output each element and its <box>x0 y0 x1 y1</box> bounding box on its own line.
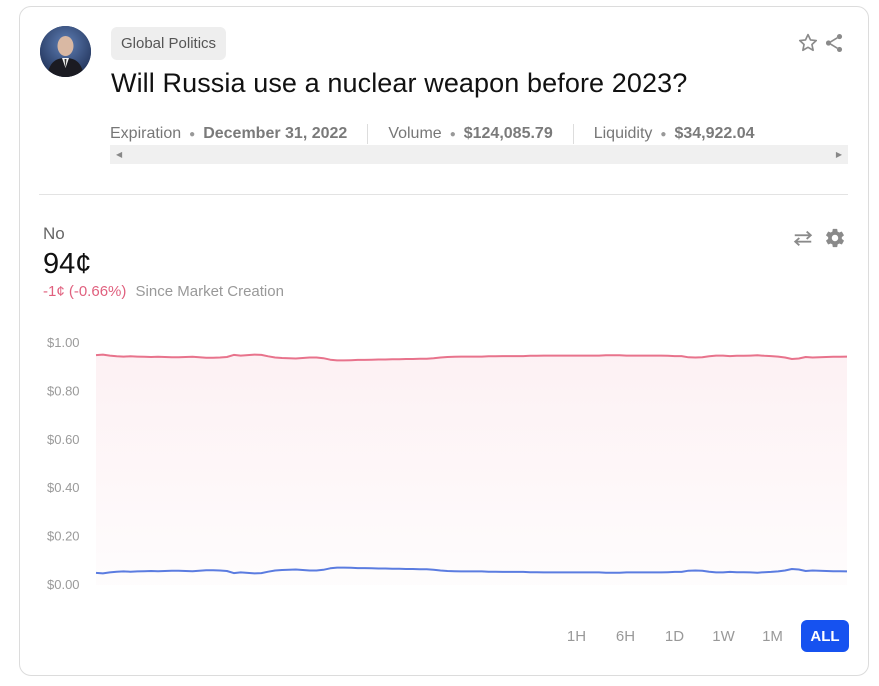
scroll-right-icon[interactable]: ▶ <box>835 150 842 159</box>
scroll-left-icon[interactable]: ◀ <box>116 150 123 159</box>
price-change-row: -1¢ (-0.66%) Since Market Creation <box>43 283 284 300</box>
chart-actions <box>792 226 846 250</box>
outcome-price: 94¢ <box>43 248 92 280</box>
gear-icon[interactable] <box>824 226 846 250</box>
horizontal-scrollbar[interactable]: ◀ ▶ <box>110 145 848 164</box>
outcome-label: No <box>43 224 65 243</box>
volume-value: $124,085.79 <box>463 125 553 142</box>
meta-divider <box>367 124 369 144</box>
range-button-6h[interactable]: 6H <box>615 627 636 645</box>
expiration-label: Expiration <box>110 125 182 142</box>
since-label: Since Market Creation <box>135 283 284 300</box>
range-button-1h[interactable]: 1H <box>566 627 587 645</box>
card-actions <box>797 30 845 56</box>
market-card <box>19 6 869 676</box>
expiration-info: Expiration ● December 31, 2022 <box>110 125 347 143</box>
price-change: -1¢ (-0.66%) <box>43 283 127 300</box>
meta-divider <box>572 124 574 144</box>
range-button-1d[interactable]: 1D <box>664 627 685 645</box>
range-button-1m[interactable]: 1M <box>762 627 783 645</box>
bullet-separator: ● <box>660 128 667 140</box>
section-divider <box>39 194 848 195</box>
share-icon[interactable] <box>823 31 845 55</box>
bullet-separator: ● <box>449 128 456 140</box>
star-icon[interactable] <box>797 31 819 55</box>
range-button-all[interactable]: ALL <box>801 620 849 652</box>
category-tag[interactable]: Global Politics <box>111 27 227 60</box>
time-range-selector: 1H 6H 1D 1W 1M ALL <box>552 620 849 652</box>
market-title: Will Russia use a nuclear weapon before … <box>111 68 688 98</box>
bullet-separator: ● <box>189 128 196 140</box>
liquidity-info: Liquidity ● $34,922.04 <box>594 125 755 143</box>
volume-info: Volume ● $124,085.79 <box>388 125 552 143</box>
market-image <box>40 26 91 77</box>
expiration-value: December 31, 2022 <box>203 125 348 142</box>
liquidity-label: Liquidity <box>593 125 653 142</box>
liquidity-value: $34,922.04 <box>674 125 755 142</box>
range-button-1w[interactable]: 1W <box>712 627 735 645</box>
swap-arrows-icon[interactable] <box>792 226 814 250</box>
market-meta: Expiration ● December 31, 2022 Volume ● … <box>110 122 848 164</box>
volume-label: Volume <box>388 125 442 142</box>
